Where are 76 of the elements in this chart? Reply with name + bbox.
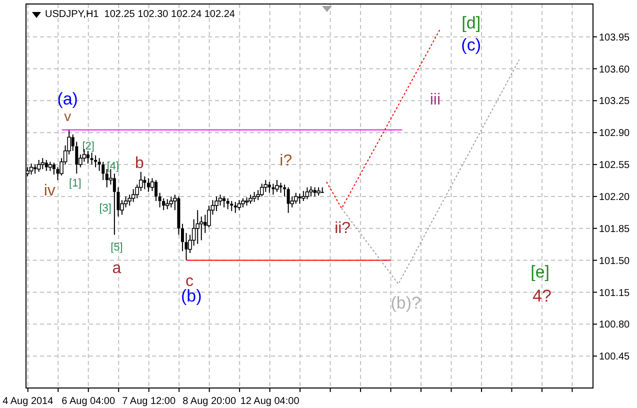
candlestick [102, 161, 105, 181]
annotation: (c) [461, 36, 482, 55]
candlestick [196, 210, 200, 244]
candlestick [36, 159, 41, 172]
annotation: [2] [82, 140, 94, 152]
y-tick-label: 101.50 [599, 256, 630, 267]
annotation: iv [44, 182, 56, 200]
candlestick [237, 200, 242, 211]
x-tick-label: 8 Aug 20:00 [182, 396, 236, 407]
annotation: ii? [334, 220, 351, 237]
candlestick [298, 193, 302, 204]
annotation: [1] [69, 178, 82, 190]
candlestick [252, 191, 256, 202]
annotation: 4? [532, 286, 552, 306]
annotation: (b)? [390, 294, 422, 313]
annotation: [4] [106, 160, 120, 172]
annotation: b [134, 155, 144, 172]
annotation: v [64, 108, 72, 124]
annotation: i? [280, 152, 292, 170]
candlestick [309, 186, 313, 197]
candlestick [286, 186, 290, 214]
candlestick [180, 223, 184, 252]
y-tick-label: 103.60 [599, 64, 630, 76]
candlestick [48, 161, 52, 172]
x-tick-label: 6 Aug 04:00 [62, 396, 116, 407]
candlestick [143, 176, 146, 190]
annotation: a [112, 260, 122, 278]
candlestick [184, 232, 188, 261]
y-tick-label: 102.55 [599, 160, 630, 172]
candlestick [214, 196, 218, 212]
candlestick [146, 178, 150, 192]
candlestick [158, 192, 162, 208]
candlestick [86, 150, 90, 164]
candlestick [248, 194, 252, 204]
candlestick [302, 190, 306, 202]
candlestick [154, 180, 158, 202]
candlestick [165, 198, 170, 210]
candlestick [131, 188, 136, 202]
candlestick [268, 181, 271, 194]
candlestick [44, 159, 48, 172]
candlestick [222, 196, 226, 208]
candlestick [260, 183, 264, 197]
candlestick [279, 182, 282, 194]
y-tick-label: 103.95 [599, 32, 630, 44]
annotation: [d] [462, 14, 481, 33]
candlestick [305, 186, 310, 200]
x-tick-label: 7 Aug 12:00 [122, 396, 176, 407]
candlestick [234, 201, 237, 214]
y-tick-label: 100.80 [599, 320, 630, 331]
candlestick [105, 168, 108, 188]
y-tick-label: 101.15 [599, 288, 630, 299]
annotation: iii [430, 91, 441, 108]
text: USDJPY,H1 102.25 102.30 102.24 102.24 [45, 9, 235, 20]
y-tick-label: 102.20 [599, 192, 630, 204]
y-tick-label: 100.45 [599, 352, 630, 363]
candlestick [112, 173, 116, 236]
candlestick [264, 180, 268, 192]
candlestick [294, 192, 298, 204]
candlestick [169, 196, 174, 208]
candlestick [94, 154, 98, 168]
annotation: [5] [110, 242, 123, 254]
annotation: (a) [57, 89, 78, 108]
x-tick-label: 4 Aug 2014 [2, 396, 54, 407]
candlestick [241, 198, 245, 208]
candlestick [40, 158, 45, 170]
candlestick [90, 152, 94, 166]
candlestick [29, 163, 34, 176]
candlestick [275, 180, 279, 192]
annotation: [3] [99, 202, 112, 214]
candlestick [226, 198, 230, 210]
y-tick-label: 101.85 [599, 224, 630, 235]
annotation: [e] [530, 262, 550, 282]
candlestick [313, 186, 316, 197]
y-tick-label: 102.90 [599, 128, 630, 140]
x-tick-label: 12 Aug 04:00 [240, 396, 300, 407]
y-tick-label: 103.25 [599, 96, 630, 108]
